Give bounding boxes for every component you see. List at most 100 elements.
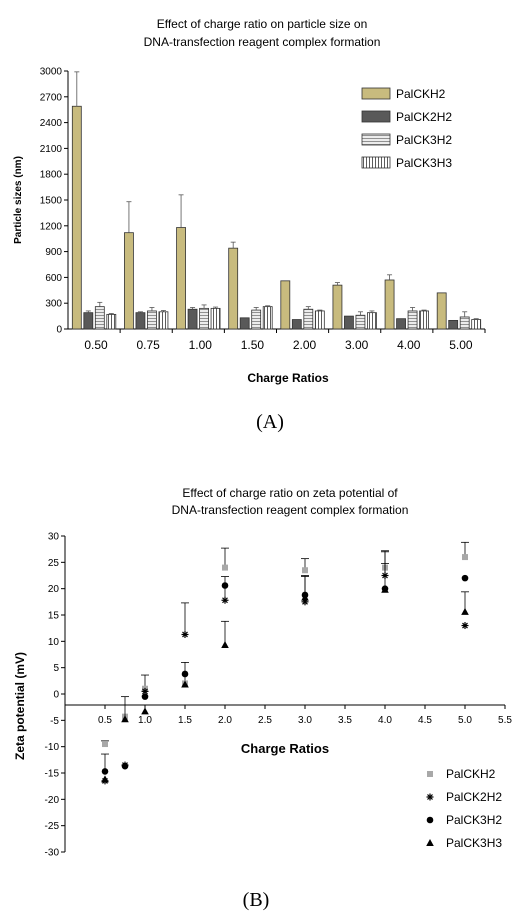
chart-a-x-tick-label: 0.75 <box>137 338 161 352</box>
chart-a-y-tick-label: 3000 <box>40 67 63 78</box>
bar-PalCK3H2-5.00 <box>459 316 470 330</box>
point-PalCK2H2-1.5 <box>181 630 189 638</box>
chart-b-y-tick-label: -15 <box>45 769 60 780</box>
chart-b-legend: PalCKH2 PalCK2H2 PalCK3H2 PalCK3H3 <box>426 767 502 850</box>
point-PalCK3H2-0.75 <box>121 762 129 770</box>
bar-PalCK2H2-3.00 <box>344 315 354 330</box>
bar-PalCK3H2-0.50 <box>94 306 105 330</box>
chart-b-axes: 30 25 20 15 10 5 0 -5 -10 -15 -20 -25 -30 0.5 1.0 1.5 2.… <box>45 532 513 859</box>
point-PalCK3H3-0.75 <box>121 715 129 723</box>
particle-size-bar-chart: Effect of charge ratio on particle size … <box>13 17 486 433</box>
bar-PalCKH2-0.50 <box>71 105 82 330</box>
bar-PalCK3H3-5.00 <box>471 319 482 330</box>
chart-a-y-tick-label: 0 <box>56 325 62 336</box>
chart-b-y-tick-label: -25 <box>45 821 60 832</box>
chart-b-y-tick-label: -5 <box>50 716 59 727</box>
point-PalCK3H3-3 <box>301 593 309 601</box>
chart-a-x-tick-label: 3.00 <box>345 338 369 352</box>
chart-a-y-axis-label: Particle sizes (nm) <box>13 156 24 244</box>
bar-PalCK3H3-1.00 <box>210 307 221 330</box>
bar-PalCK3H2-3.00 <box>355 314 366 330</box>
legend-swatch-PalCKH2 <box>361 87 391 100</box>
bar-PalCK3H3-3.00 <box>367 312 377 330</box>
chart-b-y-tick-label: -10 <box>45 742 60 753</box>
chart-a-y-tick-label: 600 <box>45 273 62 284</box>
bar-PalCKH2-4.00 <box>384 279 395 330</box>
point-PalCK3H2-5 <box>461 574 469 582</box>
chart-a-legend: PalCKH2 PalCK2H2 PalCK3H2 PalCK3H3 <box>361 87 452 170</box>
legend-label-PalCK2H2: PalCK2H2 <box>446 790 502 804</box>
legend-label-PalCK3H3: PalCK3H3 <box>446 836 502 850</box>
chart-b-x-tick-label: 5.0 <box>458 715 472 726</box>
chart-a-x-tick-label: 1.50 <box>241 338 265 352</box>
chart-a-y-tick-label: 2100 <box>40 144 63 155</box>
chart-a-y-tick-label: 2700 <box>40 92 63 103</box>
bar-PalCKH2-3.00 <box>332 284 343 330</box>
chart-a-bars <box>71 71 482 330</box>
bar-PalCK2H2-0.50 <box>83 312 94 330</box>
bar-PalCK3H2-1.00 <box>199 307 209 330</box>
point-PalCKH2-5 <box>462 554 468 561</box>
point-PalCK3H2-1 <box>141 693 149 700</box>
legend-swatch-PalCK3H3 <box>361 156 391 169</box>
legend-marker-PalCKH2 <box>427 771 433 777</box>
bar-PalCK3H2-0.75 <box>147 310 157 330</box>
point-PalCKH2-2 <box>222 564 228 571</box>
chart-b-x-tick-label: 3.5 <box>338 715 352 726</box>
bar-PalCK3H2-1.50 <box>251 309 262 330</box>
bar-PalCK3H3-2.00 <box>314 310 325 330</box>
legend-swatch-PalCK2H2 <box>361 110 391 123</box>
chart-b-x-tick-label: 0.5 <box>98 715 112 726</box>
point-PalCK2H2-5 <box>461 622 469 630</box>
chart-b-x-tick-label: 1.5 <box>178 715 192 726</box>
chart-a-x-tick-label: 4.00 <box>397 338 421 352</box>
bar-PalCK2H2-5.00 <box>448 319 459 330</box>
bar-PalCK2H2-0.75 <box>135 312 146 330</box>
legend-label-PalCKH2: PalCKH2 <box>396 87 446 101</box>
point-PalCK3H3-4 <box>381 585 389 593</box>
chart-b-x-axis-label: Charge Ratios <box>241 741 329 756</box>
chart-b-x-tick-label: 1.0 <box>138 715 152 726</box>
bar-PalCK3H3-0.75 <box>158 311 169 330</box>
bar-PalCK3H3-1.50 <box>262 306 273 330</box>
point-PalCK2H2-1 <box>141 687 149 695</box>
point-PalCK3H2-2 <box>221 582 229 589</box>
point-PalCK3H3-1 <box>141 707 149 715</box>
chart-a-x-tick-label: 1.00 <box>189 338 213 352</box>
bar-PalCK3H3-0.50 <box>106 313 117 330</box>
chart-a-title: Effect of charge ratio on particle size … <box>157 17 368 31</box>
point-PalCK3H2-0.5 <box>101 768 109 775</box>
chart-b-y-tick-label: 5 <box>53 663 59 674</box>
legend-label-PalCK3H2: PalCK3H2 <box>446 813 502 827</box>
chart-a-y-tick-label: 1500 <box>40 196 63 207</box>
bar-PalCK3H2-4.00 <box>407 310 418 330</box>
chart-b-subtitle: DNA-transfection reagent complex formati… <box>172 503 409 517</box>
bar-PalCKH2-2.00 <box>280 280 291 330</box>
chart-b-x-tick-label: 4.0 <box>378 715 392 726</box>
chart-b-points <box>101 541 469 785</box>
chart-b-y-tick-label: 0 <box>53 690 59 701</box>
bar-PalCK2H2-2.00 <box>291 319 302 330</box>
point-PalCK3H3-5 <box>461 607 469 615</box>
point-PalCKH2-0.5 <box>102 741 108 748</box>
chart-b-y-tick-label: 30 <box>48 532 60 543</box>
point-PalCK3H2-1.5 <box>181 670 189 678</box>
legend-label-PalCKH2: PalCKH2 <box>446 767 496 781</box>
chart-a-subtitle: DNA-transfection reagent complex formati… <box>144 35 381 49</box>
bar-PalCK3H2-2.00 <box>303 308 314 330</box>
bar-PalCKH2-1.00 <box>176 227 186 330</box>
bar-PalCK2H2-4.00 <box>396 318 406 330</box>
chart-a-axes: 0 300 600 900 1200 1500 1800 2100 2400 2700 3000 0.… <box>40 67 486 352</box>
bar-PalCK3H3-4.00 <box>419 310 429 330</box>
bar-PalCK2H2-1.50 <box>239 317 250 330</box>
legend-label-PalCK2H2: PalCK2H2 <box>396 110 452 124</box>
chart-a-x-tick-label: 2.00 <box>293 338 317 352</box>
chart-b-caption: (B) <box>243 889 270 911</box>
chart-a-caption: (A) <box>256 411 284 433</box>
bar-PalCKH2-1.50 <box>228 247 239 330</box>
bar-PalCKH2-0.75 <box>124 232 134 330</box>
chart-b-x-tick-label: 2.0 <box>218 715 232 726</box>
chart-b-title: Effect of charge ratio on zeta potential… <box>182 486 398 500</box>
point-PalCK3H3-0.5 <box>101 775 109 783</box>
